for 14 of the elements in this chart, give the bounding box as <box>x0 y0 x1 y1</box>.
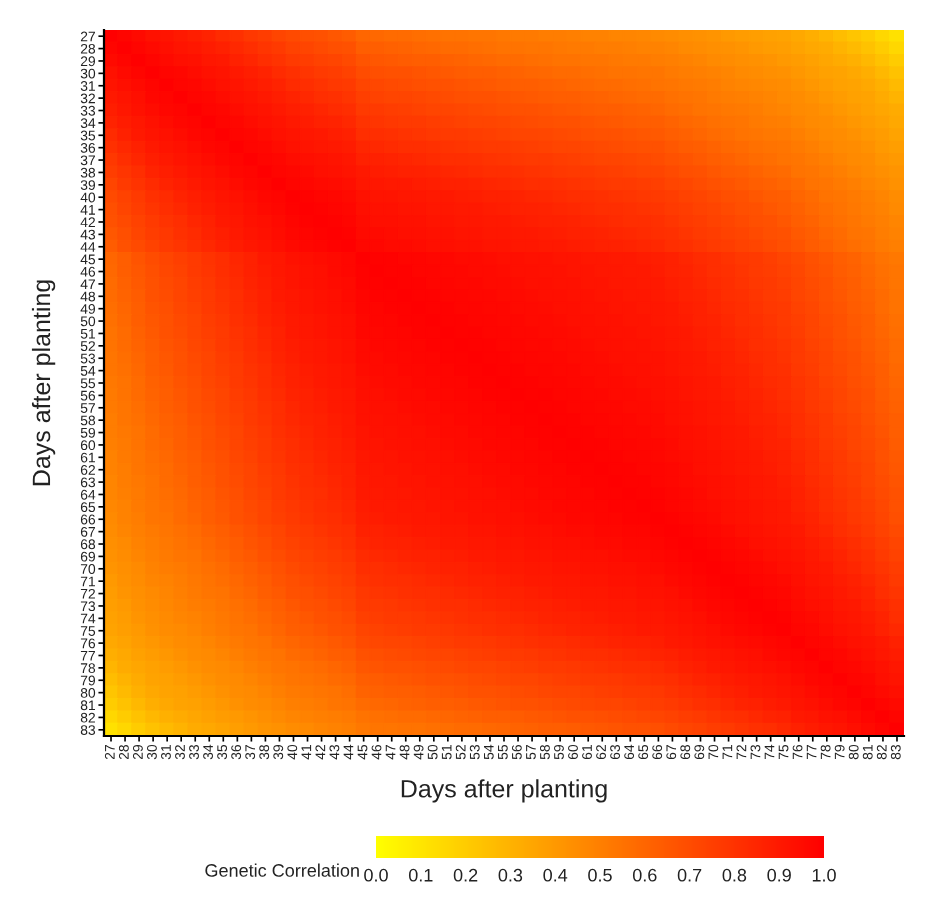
color-bar-label: 0.7 <box>677 868 702 882</box>
color-bar-label: 0.5 <box>588 868 612 882</box>
color-bar-label: 0.4 <box>543 868 568 882</box>
color-bar-label: 0.0 <box>364 868 388 882</box>
x-axis-title: Days after planting <box>401 779 607 803</box>
color-bar-label: 0.6 <box>632 868 657 882</box>
color-bar-label: 0.8 <box>722 868 747 882</box>
color-bar-label: 0.2 <box>453 868 478 882</box>
color-bar-label: 0.9 <box>767 868 791 882</box>
color-bar-label: 0.1 <box>408 868 433 882</box>
color-bar-label: 0.3 <box>498 868 523 882</box>
y-axis-title: Days after planting <box>31 280 56 486</box>
color-bar-label: 1.0 <box>812 868 836 882</box>
color-bar-title: Genetic Correlation <box>205 863 359 877</box>
